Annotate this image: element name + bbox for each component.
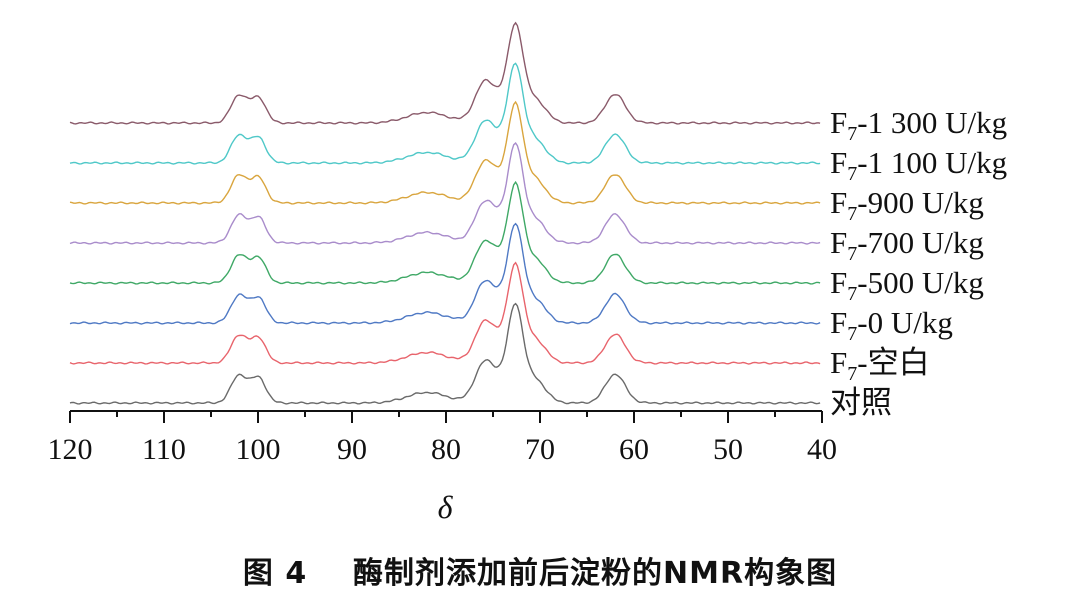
trace-6	[69, 62, 821, 165]
x-tick-label: 60	[619, 433, 649, 466]
x-axis-title: δ	[438, 489, 454, 525]
series-label-0: 对照	[830, 385, 892, 420]
x-tick-label: 40	[807, 433, 837, 466]
x-tick-label: 90	[337, 433, 367, 466]
trace-4	[69, 142, 821, 245]
figure-caption: 图 4 酶制剂添加前后淀粉的NMR构象图	[242, 556, 838, 591]
series-label-3: F7-500 U/kg	[830, 265, 984, 305]
series-label-6: F7-1 100 U/kg	[830, 145, 1007, 185]
x-tick-label: 110	[142, 433, 186, 466]
series-label-5: F7-900 U/kg	[830, 185, 984, 225]
series-label-1: F7-空白	[830, 345, 930, 385]
x-tick-label: 70	[525, 433, 555, 466]
trace-3	[69, 180, 821, 285]
x-tick-label: 80	[431, 433, 461, 466]
series-label-2: F7-0 U/kg	[830, 305, 953, 345]
x-axis: 120 110 100 90 80 70 60 50 40	[48, 410, 837, 466]
series-label-4: F7-700 U/kg	[830, 225, 984, 265]
x-tick-label: 100	[236, 433, 281, 466]
series-label-7: F7-1 300 U/kg	[830, 105, 1007, 145]
x-tick-label: 120	[48, 433, 93, 466]
spectra-traces	[69, 21, 821, 405]
trace-1	[69, 261, 821, 365]
trace-0	[69, 302, 821, 405]
trace-5	[69, 100, 821, 205]
trace-7	[69, 21, 821, 125]
trace-2	[69, 222, 821, 325]
x-tick-label: 50	[713, 433, 743, 466]
